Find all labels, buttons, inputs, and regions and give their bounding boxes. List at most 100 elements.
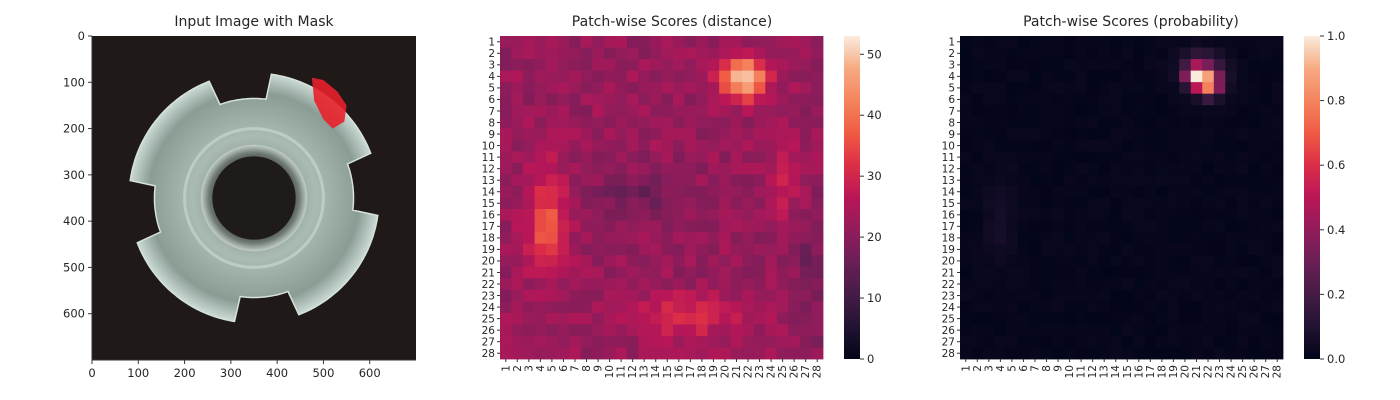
heatmap-cell xyxy=(1167,255,1180,268)
heatmap-cell xyxy=(649,347,662,360)
heatmap-cell xyxy=(983,70,996,83)
heatmap-cell xyxy=(1017,174,1030,187)
heatmap-cell xyxy=(534,93,547,106)
heatmap-cell xyxy=(1156,70,1169,83)
heatmap-cell xyxy=(1075,255,1088,268)
heatmap-cell xyxy=(994,266,1007,279)
heatmap-cell xyxy=(615,59,628,72)
heatmap-cell xyxy=(626,209,639,221)
heatmap-cell xyxy=(673,278,685,291)
heatmap-cell xyxy=(546,93,559,106)
heatmap-cell xyxy=(1040,266,1053,279)
heatmap-cell xyxy=(994,174,1007,187)
heatmap-cell xyxy=(1029,105,1042,118)
heatmap-cell xyxy=(971,266,984,279)
y-tick-label: 26 xyxy=(942,325,956,337)
heatmap-cell xyxy=(1225,47,1238,60)
heatmap-cell xyxy=(1144,185,1157,198)
heatmap-cell xyxy=(776,151,789,164)
heatmap-cell xyxy=(626,116,639,129)
heatmap-cell xyxy=(684,105,697,118)
heatmap-cell xyxy=(1236,82,1249,95)
heatmap-cell xyxy=(1040,174,1053,187)
x-tick-label: 7 xyxy=(569,365,581,372)
heatmap-cell xyxy=(994,36,1007,48)
heatmap-cell xyxy=(1029,47,1042,60)
heatmap-cell xyxy=(1098,266,1111,279)
heatmap-cell xyxy=(603,93,616,106)
heatmap-cell xyxy=(753,47,766,60)
heatmap-cell xyxy=(1167,128,1180,141)
heatmap-cell xyxy=(1017,220,1030,233)
heatmap-cell xyxy=(983,301,996,314)
heatmap-cell xyxy=(1063,82,1076,95)
heatmap-cell xyxy=(719,59,732,72)
heatmap-cell xyxy=(523,347,536,360)
heatmap-cell xyxy=(1236,324,1249,337)
heatmap-cell xyxy=(673,47,685,60)
heatmap-cell xyxy=(592,47,605,60)
heatmap-cell xyxy=(1063,335,1076,348)
heatmap-cell xyxy=(696,47,709,60)
heatmap-cell xyxy=(1133,47,1145,60)
heatmap-cell xyxy=(719,243,732,256)
heatmap-cell xyxy=(696,139,709,152)
heatmap-cell xyxy=(730,174,743,187)
heatmap-cell xyxy=(1109,324,1122,337)
heatmap-cell xyxy=(971,301,984,314)
heatmap-cell xyxy=(971,243,984,256)
heatmap-cell xyxy=(684,185,697,198)
heatmap-cell xyxy=(983,278,996,291)
heatmap-cell xyxy=(1098,209,1111,221)
heatmap-cell xyxy=(742,162,755,175)
heatmap-cell xyxy=(696,197,709,210)
heatmap-cell xyxy=(1017,312,1030,325)
heatmap-cell xyxy=(1144,36,1157,48)
heatmap-cell xyxy=(500,209,512,221)
heatmap-cell xyxy=(1144,347,1157,360)
y-tick-label: 13 xyxy=(942,175,955,187)
heatmap-cell xyxy=(684,151,697,164)
heatmap-cell xyxy=(1271,162,1284,175)
heatmap-cell xyxy=(1017,36,1030,48)
heatmap-cell xyxy=(696,255,709,268)
heatmap-cell xyxy=(534,36,547,48)
heatmap-cell xyxy=(1029,162,1042,175)
heatmap-cell xyxy=(1109,255,1122,268)
heatmap-cell xyxy=(1133,105,1145,118)
heatmap-cell xyxy=(811,174,824,187)
heatmap-cell xyxy=(1017,255,1030,268)
heatmap-cell xyxy=(523,243,536,256)
heatmap-cell xyxy=(811,105,824,118)
heatmap-cell xyxy=(799,220,812,233)
heatmap-cell xyxy=(1006,289,1019,302)
heatmap-cell xyxy=(719,301,732,314)
heatmap-cell xyxy=(753,255,766,268)
heatmap-cell xyxy=(1086,324,1099,337)
heatmap-cell xyxy=(1190,289,1203,302)
heatmap-cell xyxy=(569,174,582,187)
heatmap-cell xyxy=(1063,185,1076,198)
heatmap-cell xyxy=(1075,324,1088,337)
heatmap-cell xyxy=(719,82,732,95)
heatmap-cell xyxy=(649,266,662,279)
heatmap-cell xyxy=(673,324,685,337)
heatmap-cell xyxy=(1133,324,1145,337)
heatmap-cell xyxy=(1248,209,1261,221)
heatmap-cell xyxy=(1167,312,1180,325)
heatmap-cell xyxy=(1121,139,1134,152)
heatmap-cell xyxy=(626,128,639,141)
heatmap-cell xyxy=(511,312,524,325)
heatmap-cell xyxy=(1259,93,1272,106)
heatmap-cell xyxy=(638,116,651,129)
heatmap-cell xyxy=(557,82,570,95)
heatmap-cell xyxy=(765,312,778,325)
heatmap-cell xyxy=(615,162,628,175)
heatmap-cell xyxy=(1271,220,1284,233)
heatmap-cell xyxy=(523,209,536,221)
heatmap-cell xyxy=(1156,116,1169,129)
heatmap-cell xyxy=(707,324,720,337)
heatmap-cell xyxy=(707,82,720,95)
heatmap-cell xyxy=(580,162,593,175)
heatmap-cell xyxy=(569,47,582,60)
